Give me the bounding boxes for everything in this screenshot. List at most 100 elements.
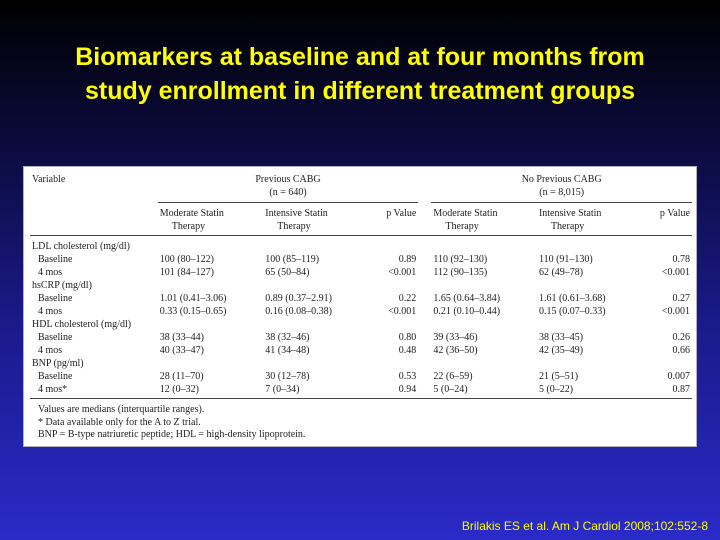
row-label: Baseline (30, 253, 158, 266)
cell-g2-moderate: 5 (0–24) (431, 383, 537, 399)
cell-g2-p: <0.001 (638, 266, 692, 279)
cell-g2-p: 0.87 (638, 383, 692, 399)
row-label: Baseline (30, 370, 158, 383)
group1-n: (n = 640) (160, 186, 417, 199)
table-row: 4 mos 40 (33–47) 41 (34–48) 0.48 42 (36–… (30, 344, 692, 357)
table-row: Baseline 38 (33–44) 38 (32–46) 0.80 39 (… (30, 331, 692, 344)
cell-g2-p: <0.001 (638, 305, 692, 318)
cell-g1-intensive: 38 (32–46) (263, 331, 364, 344)
cell-g2-moderate: 22 (6–59) (431, 370, 537, 383)
cell-g1-p: 0.48 (364, 344, 418, 357)
cell-g1-intensive: 65 (50–84) (263, 266, 364, 279)
table-footnotes: Values are medians (interquartile ranges… (38, 404, 305, 442)
group2-header: No Previous CABG (n = 8,015) (431, 171, 692, 200)
g1-intensive-header: Intensive Statin Therapy (263, 203, 364, 236)
cell-g2-intensive: 5 (0–22) (537, 383, 638, 399)
cell-g1-moderate: 40 (33–47) (158, 344, 264, 357)
row-label: 4 mos (30, 266, 158, 279)
row-label: Baseline (30, 331, 158, 344)
footnote-abbreviations: BNP = B-type natriuretic peptide; HDL = … (38, 429, 305, 442)
cell-g2-p: 0.26 (638, 331, 692, 344)
cell-g2-moderate: 112 (90–135) (431, 266, 537, 279)
cell-g1-intensive: 0.16 (0.08–0.38) (263, 305, 364, 318)
cell-g1-moderate: 38 (33–44) (158, 331, 264, 344)
cell-g1-p: <0.001 (364, 305, 418, 318)
section-label: HDL cholesterol (mg/dl) (30, 318, 692, 331)
g1-p-header: p Value (364, 203, 418, 236)
section-label: hsCRP (mg/dl) (30, 279, 692, 292)
table-row: 4 mos* 12 (0–32) 7 (0–34) 0.94 5 (0–24) … (30, 383, 692, 399)
cell-g2-p: 0.27 (638, 292, 692, 305)
cell-g1-intensive: 7 (0–34) (263, 383, 364, 399)
footnote-asterisk: * Data available only for the A to Z tri… (38, 417, 305, 430)
cell-g1-p: 0.89 (364, 253, 418, 266)
g2-intensive-header-line1: Intensive Statin (539, 207, 636, 220)
cell-g2-p: 0.007 (638, 370, 692, 383)
cell-g2-moderate: 42 (36–50) (431, 344, 537, 357)
cell-g1-p: 0.80 (364, 331, 418, 344)
cell-g1-moderate: 101 (84–127) (158, 266, 264, 279)
cell-g1-intensive: 100 (85–119) (263, 253, 364, 266)
cell-g1-moderate: 100 (80–122) (158, 253, 264, 266)
cell-g2-intensive: 62 (49–78) (537, 266, 638, 279)
citation: Brilakis ES et al. Am J Cardiol 2008;102… (462, 519, 708, 533)
section-label: LDL cholesterol (mg/dl) (30, 236, 692, 254)
cell-g2-moderate: 110 (92–130) (431, 253, 537, 266)
g2-intensive-header: Intensive Statin Therapy (537, 203, 638, 236)
cell-g1-moderate: 28 (11–70) (158, 370, 264, 383)
g1-moderate-header-line2: Therapy (160, 220, 262, 233)
g2-moderate-header: Moderate Statin Therapy (431, 203, 537, 236)
cell-g2-intensive: 21 (5–51) (537, 370, 638, 383)
cell-g1-moderate: 12 (0–32) (158, 383, 264, 399)
cell-g2-intensive: 1.61 (0.61–3.68) (537, 292, 638, 305)
cell-g2-moderate: 1.65 (0.64–3.84) (431, 292, 537, 305)
section-row-ldl: LDL cholesterol (mg/dl) (30, 236, 692, 254)
table-row: Baseline 1.01 (0.41–3.06) 0.89 (0.37–2.9… (30, 292, 692, 305)
section-row-hdl: HDL cholesterol (mg/dl) (30, 318, 692, 331)
cell-g2-intensive: 110 (91–130) (537, 253, 638, 266)
slide-title-line-2: study enrollment in different treatment … (0, 74, 720, 108)
table-row: 4 mos 0.33 (0.15–0.65) 0.16 (0.08–0.38) … (30, 305, 692, 318)
group1-name: Previous CABG (160, 173, 417, 186)
footnote-medians: Values are medians (interquartile ranges… (38, 404, 305, 417)
cell-g1-moderate: 0.33 (0.15–0.65) (158, 305, 264, 318)
slide-title: Biomarkers at baseline and at four month… (0, 40, 720, 108)
g1-moderate-header-line1: Moderate Statin (160, 207, 262, 220)
cell-g1-intensive: 41 (34–48) (263, 344, 364, 357)
g2-p-header: p Value (638, 203, 692, 236)
slide-title-line-1: Biomarkers at baseline and at four month… (0, 40, 720, 74)
table-row: Baseline 28 (11–70) 30 (12–78) 0.53 22 (… (30, 370, 692, 383)
group2-name: No Previous CABG (433, 173, 690, 186)
column-header-row: Moderate Statin Therapy Intensive Statin… (30, 203, 692, 236)
row-label: Baseline (30, 292, 158, 305)
cell-g1-intensive: 30 (12–78) (263, 370, 364, 383)
cell-g2-p: 0.66 (638, 344, 692, 357)
cell-g2-intensive: 0.15 (0.07–0.33) (537, 305, 638, 318)
g1-intensive-header-line1: Intensive Statin (265, 207, 362, 220)
g2-intensive-header-line2: Therapy (539, 220, 636, 233)
cell-g2-intensive: 42 (35–49) (537, 344, 638, 357)
cell-g1-p: 0.94 (364, 383, 418, 399)
g1-moderate-header: Moderate Statin Therapy (158, 203, 264, 236)
biomarker-table: Variable Previous CABG (n = 640) No Prev… (30, 171, 692, 399)
cell-g1-moderate: 1.01 (0.41–3.06) (158, 292, 264, 305)
section-row-hscrp: hsCRP (mg/dl) (30, 279, 692, 292)
cell-g2-p: 0.78 (638, 253, 692, 266)
cell-g2-moderate: 39 (33–46) (431, 331, 537, 344)
section-label: BNP (pg/ml) (30, 357, 692, 370)
g1-intensive-header-line2: Therapy (265, 220, 362, 233)
table-panel: Variable Previous CABG (n = 640) No Prev… (23, 166, 697, 447)
row-label: 4 mos (30, 344, 158, 357)
variable-header: Variable (30, 171, 158, 200)
row-label: 4 mos (30, 305, 158, 318)
group-header-row: Variable Previous CABG (n = 640) No Prev… (30, 171, 692, 200)
table-row: Baseline 100 (80–122) 100 (85–119) 0.89 … (30, 253, 692, 266)
cell-g1-p: <0.001 (364, 266, 418, 279)
cell-g1-p: 0.53 (364, 370, 418, 383)
cell-g2-intensive: 38 (33–45) (537, 331, 638, 344)
group1-header: Previous CABG (n = 640) (158, 171, 419, 200)
cell-g1-intensive: 0.89 (0.37–2.91) (263, 292, 364, 305)
cell-g1-p: 0.22 (364, 292, 418, 305)
group2-n: (n = 8,015) (433, 186, 690, 199)
section-row-bnp: BNP (pg/ml) (30, 357, 692, 370)
